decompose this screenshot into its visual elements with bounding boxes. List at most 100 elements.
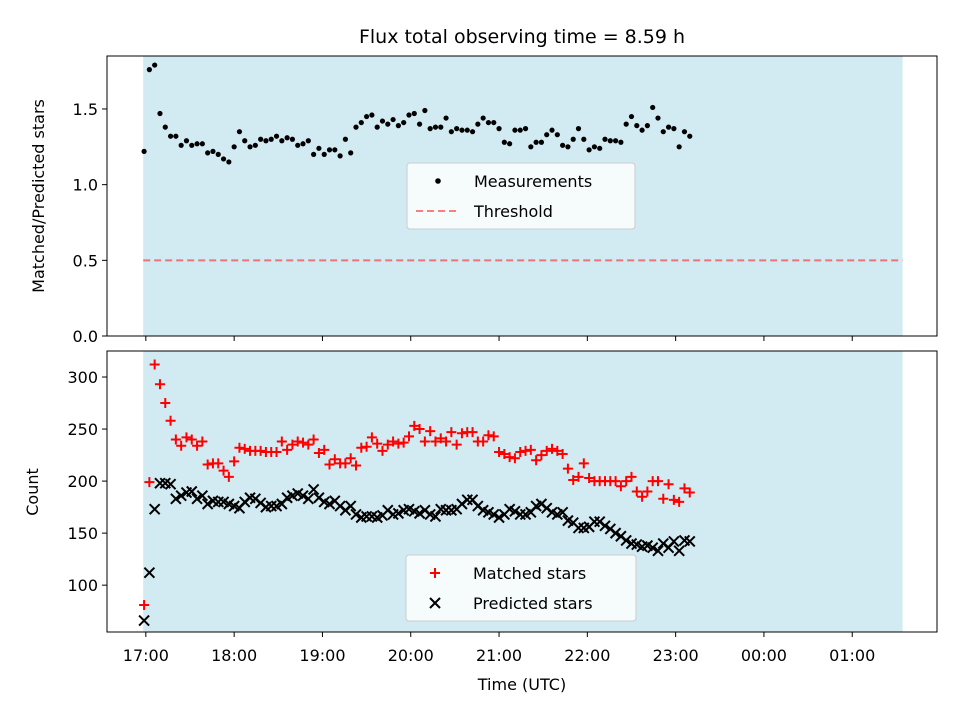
measurement-point [242,138,248,144]
measurement-point [284,135,290,141]
measurement-point [178,142,184,148]
measurement-point [459,127,465,133]
matched-star-point [525,444,536,455]
measurement-point [517,127,523,133]
matched-star-point [361,441,372,452]
predicted-star-point [620,534,632,547]
matched-star-point [573,471,584,482]
top-legend-box [406,162,636,230]
measurement-point [644,123,650,129]
matched-star-point [398,437,409,448]
matched-star-point [403,431,414,442]
predicted-star-point [350,508,362,521]
measurement-point [522,126,529,132]
measurement-point [443,115,449,121]
measurement-point [205,150,211,156]
x-tick-label: 19:00 [299,646,345,665]
predicted-star-point [170,493,182,505]
x-tick-label: 21:00 [476,646,522,665]
predicted-star-point [488,508,500,521]
predicted-star-point [307,483,320,496]
bottom-legend-box [405,554,637,622]
matched-star-point [615,481,626,492]
matched-star-point [276,436,287,447]
legend-predicted-label: Predicted stars [473,594,593,613]
matched-star-point [441,436,452,447]
measurement-point [268,136,274,142]
measurement-point [665,124,672,130]
legend-measurements-label: Measurements [474,172,592,191]
measurement-point [295,142,301,148]
x-tick-label: 20:00 [388,646,434,665]
matched-star-point [483,430,494,441]
measurement-point [687,133,693,139]
measurement-point [618,139,624,145]
x-tick-label: 17:00 [123,646,169,665]
matched-star-point [547,443,558,454]
matched-star-point [319,444,330,455]
measurement-point [348,150,354,156]
measurement-point [454,126,460,132]
matched-star-point [218,465,229,476]
measurement-point [332,147,338,153]
measurement-point [385,121,391,127]
measurement-point [406,112,412,118]
measurement-point [273,133,280,139]
matched-star-point [197,436,208,447]
measurement-point [660,129,666,135]
matched-star-point [684,487,695,498]
measurement-point [167,133,174,139]
measurement-point [226,159,232,165]
top-x-ticks [145,336,853,341]
matched-star-point [176,440,187,451]
predicted-star-point [138,614,150,627]
measurement-point [369,112,375,118]
matched-star-point [536,450,547,461]
bottom-x-ticks: 17:00 18:00 19:00 20:00 21:00 22:00 23:00 00:00… [123,632,875,665]
matched-star-point [584,472,595,483]
matched-star-point [234,442,245,453]
matched-star-point [652,476,663,487]
matched-star-point [324,459,335,470]
measurement-point [183,138,190,144]
legend-threshold-label: Threshold [473,202,553,221]
measurement-point [448,129,454,135]
predicted-star-point [186,485,198,498]
y-tick-label: 200 [67,472,98,491]
top-chart-title: Flux total observing time = 8.59 h [359,26,685,48]
matched-star-point [382,439,393,450]
predicted-star-point [413,507,426,520]
measurement-point [565,144,571,150]
measurement-point [252,142,258,148]
matched-star-point [186,434,197,445]
predicted-star-point [191,493,203,505]
measurement-point [501,139,507,145]
measurement-point [157,110,163,117]
y-tick-label: 300 [67,368,98,387]
matched-star-point [621,476,632,487]
measurement-point [464,127,470,133]
measurement-point [607,138,613,144]
matched-star-point [144,477,155,488]
predicted-star-point [392,507,405,520]
predicted-star-point [599,520,611,532]
measurement-point [438,124,444,130]
measurement-point [491,119,497,126]
measurement-point [475,121,481,127]
measurement-point [533,139,539,145]
predicted-star-point [344,500,357,512]
measurement-point [374,124,380,130]
matched-star-point [425,426,436,437]
measurement-point [395,123,401,129]
y-tick-label: 150 [67,524,98,543]
measurement-point [379,118,386,124]
matched-star-point [663,479,674,490]
matched-star-point [467,427,478,438]
measurement-point [512,127,518,133]
measurement-point [575,126,582,132]
matched-star-point [377,445,388,456]
measurement-point [581,136,587,142]
measurement-point [189,142,195,148]
matched-star-point [351,460,361,471]
